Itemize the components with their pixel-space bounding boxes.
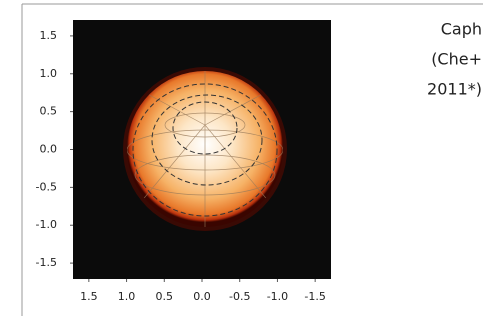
x-tick-label: -0.5 bbox=[229, 290, 250, 303]
y-tick-label: -0.5 bbox=[36, 180, 57, 193]
y-tick-label: 1.5 bbox=[40, 29, 58, 42]
x-tick-label: 1.0 bbox=[118, 290, 136, 303]
caption-line: 2011*) bbox=[427, 80, 482, 99]
y-tick-label: 0.5 bbox=[40, 105, 58, 118]
x-tick-label: 1.5 bbox=[80, 290, 98, 303]
x-tick-label: 0.5 bbox=[156, 290, 174, 303]
x-tick-label: -1.5 bbox=[304, 290, 325, 303]
page: Caph (Che+ 2011*) 1.5 1.0 0.5 0.0 -0.5 -1.0 -1… bbox=[0, 0, 483, 316]
y-tick-label: -1.0 bbox=[36, 218, 57, 231]
y-tick-label: 1.0 bbox=[40, 67, 58, 80]
y-tick-label: -1.5 bbox=[36, 256, 57, 269]
x-tick-label: -1.0 bbox=[267, 290, 288, 303]
x-tick-label: 0.0 bbox=[193, 290, 211, 303]
caption-line: Caph bbox=[441, 20, 482, 39]
y-tick-label: 0.0 bbox=[40, 143, 58, 156]
caption-line: (Che+ bbox=[431, 50, 482, 69]
